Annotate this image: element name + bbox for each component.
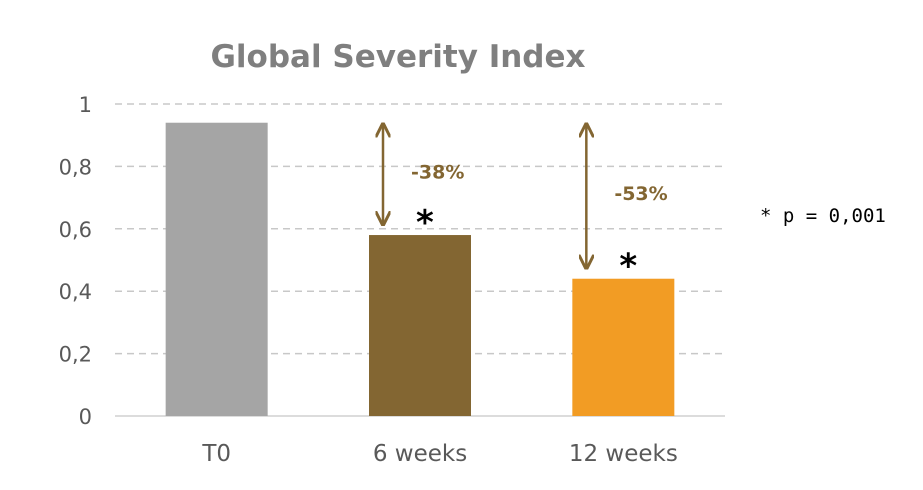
change-percent-label: -53% [614, 183, 667, 205]
x-category-label: 12 weeks [569, 441, 678, 467]
x-category-label: 6 weeks [373, 441, 467, 467]
x-category-label: T0 [201, 441, 231, 467]
bars: T0 6 weeks 12 weeks [165, 122, 678, 467]
change-percent-label: -38% [411, 161, 464, 183]
significance-note: * p = 0,001 [760, 205, 886, 227]
chart-title: Global Severity Index [210, 39, 585, 75]
y-tick-label: 0,4 [59, 280, 92, 304]
y-tick-label: 0 [79, 405, 92, 429]
annotations: -38% * -53% * [383, 126, 668, 287]
bar-6-weeks [369, 235, 471, 416]
y-tick-label: 0,6 [59, 218, 92, 242]
significance-asterisk: * [619, 247, 637, 287]
bar-t0 [165, 122, 268, 416]
bar-12-weeks [572, 278, 675, 416]
y-tick-label: 1 [79, 93, 92, 117]
y-tick-label: 0,2 [59, 343, 92, 367]
significance-asterisk: * [416, 203, 434, 243]
y-tick-label: 0,8 [59, 155, 92, 179]
